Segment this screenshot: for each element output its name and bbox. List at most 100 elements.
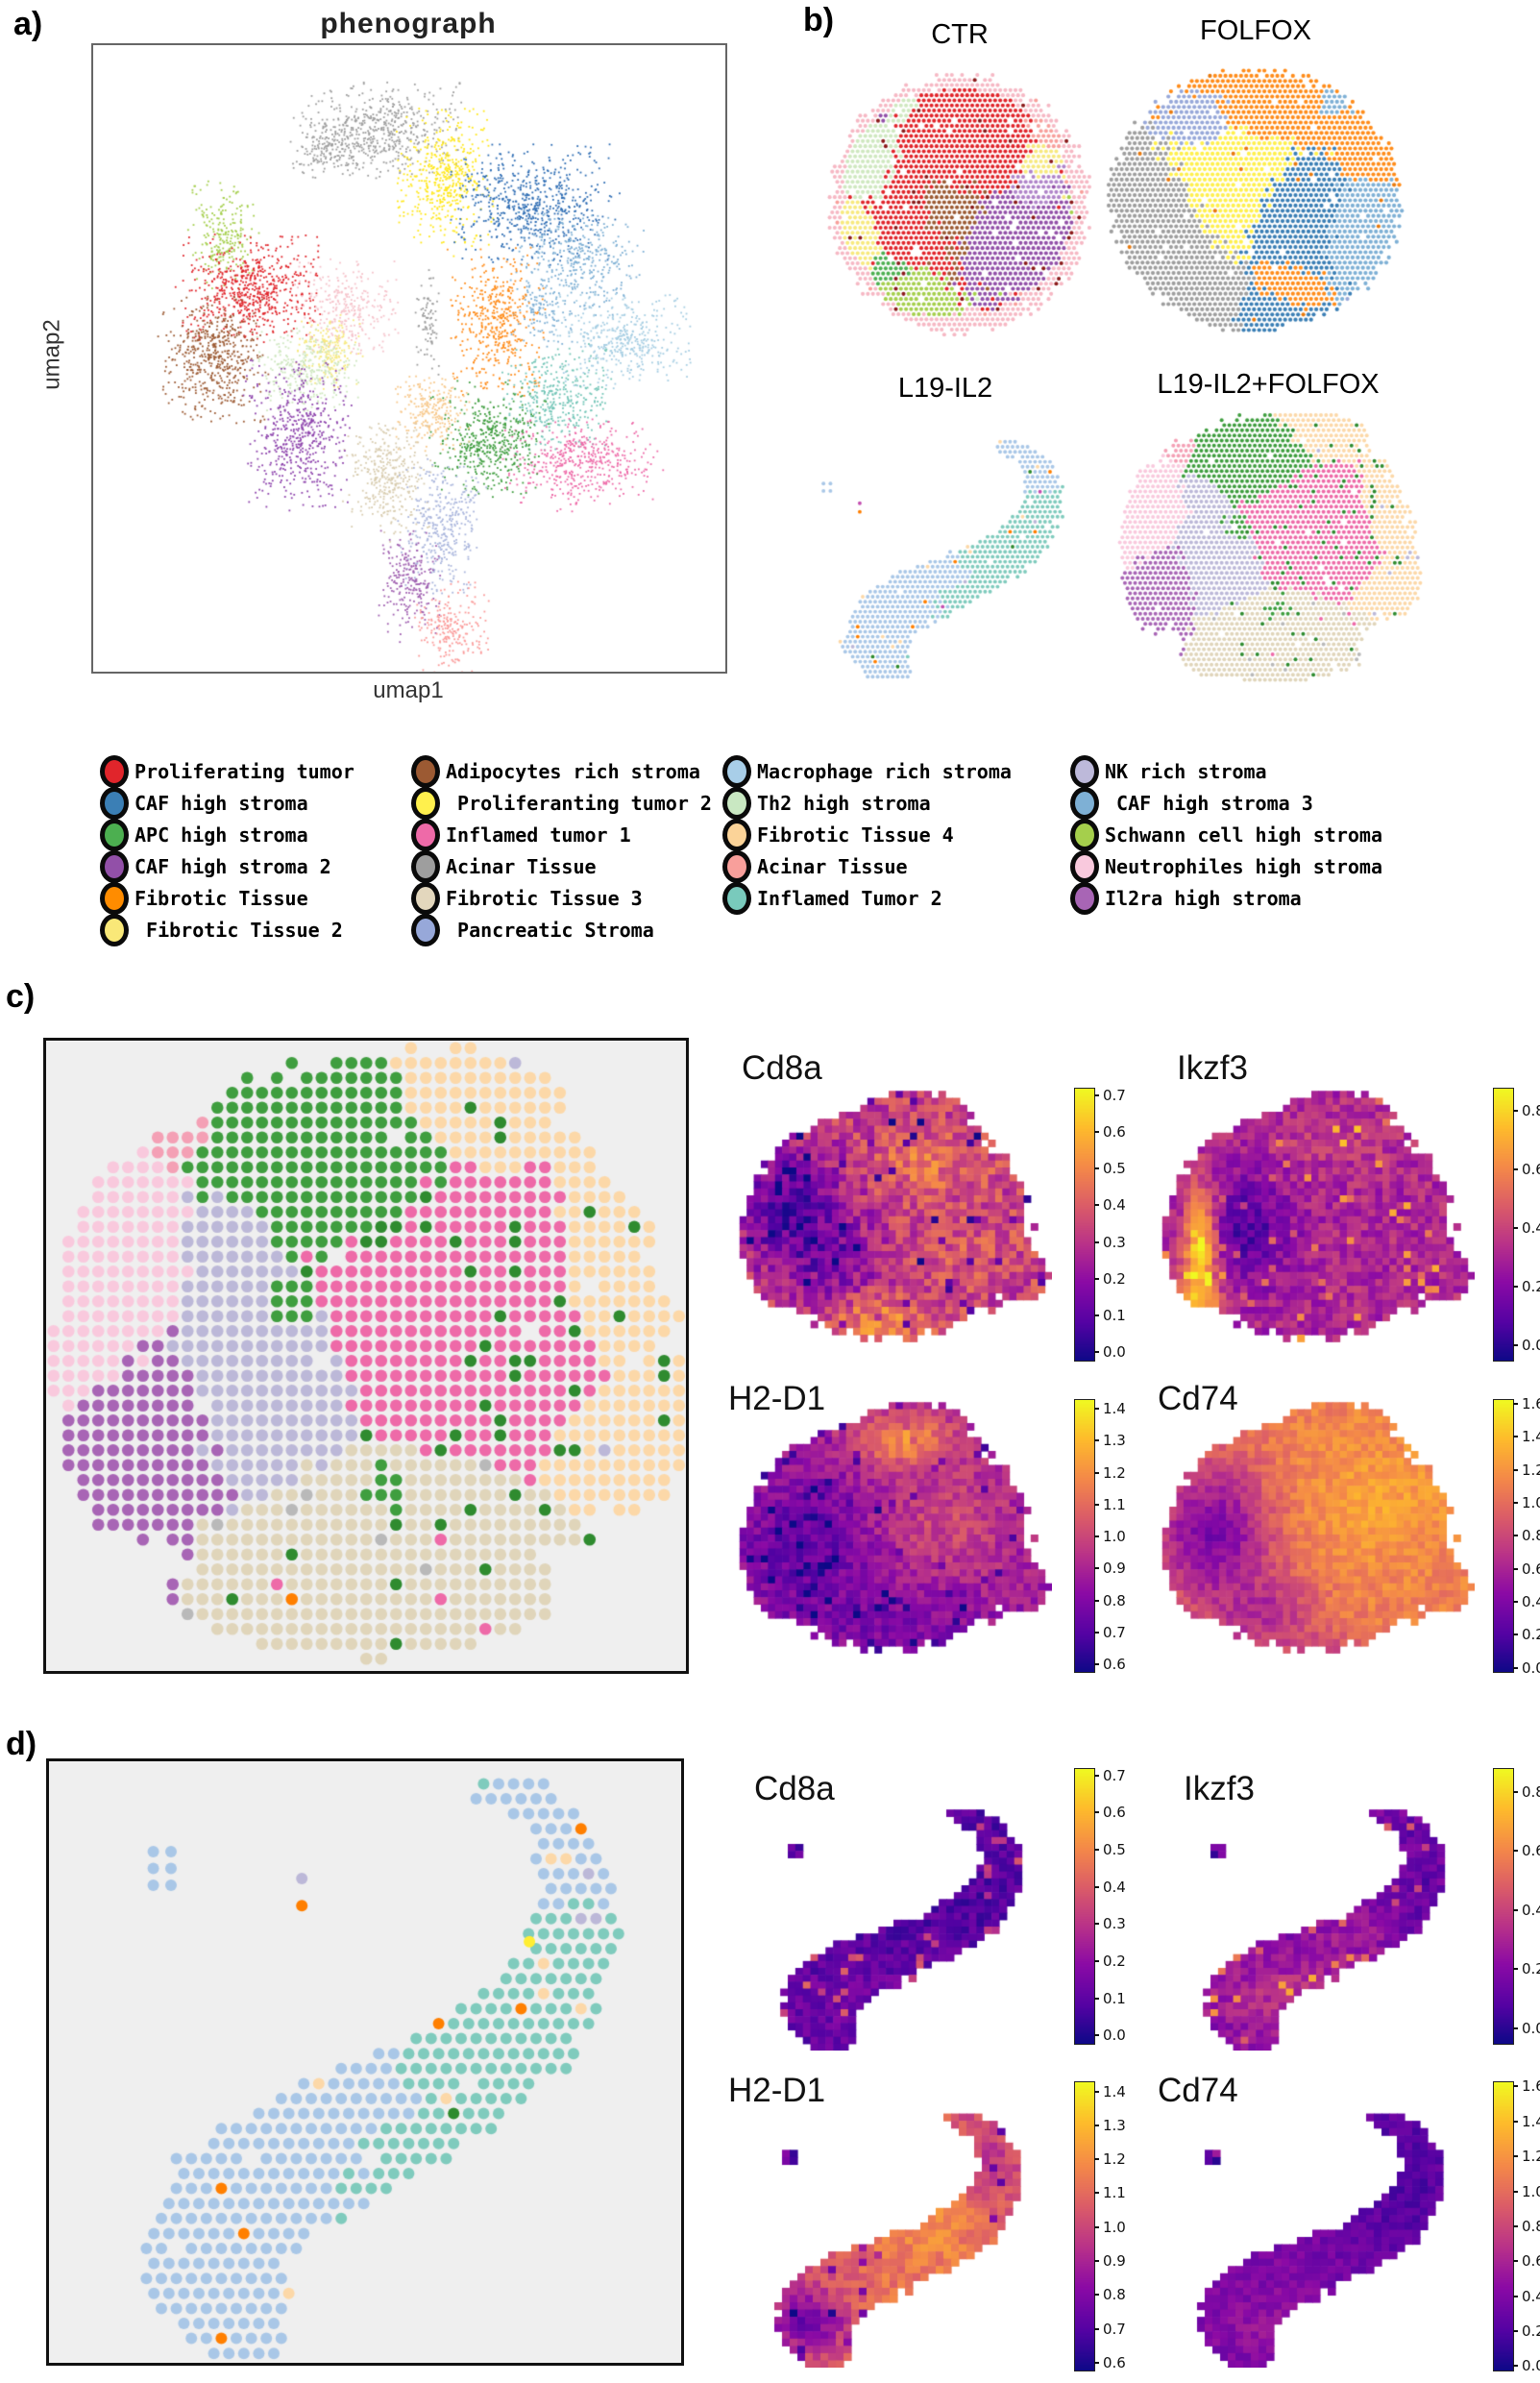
colorbar-tick [1094,1351,1099,1353]
legend-swatch [722,882,751,915]
colorbar-tick-label: 0.2 [1522,1960,1540,1978]
colorbar-gradient [1493,2081,1514,2371]
colorbar-tick [1094,1439,1099,1441]
colorbar-tick [1094,1408,1099,1410]
colorbar-tick [1513,1436,1518,1437]
umap-xlabel: umap1 [373,677,444,703]
colorbar-tick [1513,1286,1518,1288]
colorbar-tick [1513,1502,1518,1504]
umap-title: phenograph [320,8,497,39]
legend-item: Th2 high stroma [722,787,931,820]
colorbar-tick-label: 0.0 [1522,2357,1540,2374]
colorbar-tick [1094,2260,1099,2262]
colorbar-tick-label: 1.4 [1522,1428,1540,1445]
colorbar-tick [1513,1667,1518,1669]
colorbar-tick [1513,2225,1518,2227]
colorbar-tick [1094,2362,1099,2364]
colorbar-tick [1513,1403,1518,1405]
colorbar-tick [1513,2260,1518,2262]
colorbar-tick-label: 0.4 [1103,1196,1126,1214]
colorbar-gradient [1074,1088,1095,1362]
colorbar-d-cd74: 1.6 1.4 1.2 1.0 0.8 0.6 0.4 0.2 0.0 [1493,2077,1540,2374]
legend-label: Neutrophiles high stroma [1105,855,1382,878]
colorbar-tick [1094,1504,1099,1506]
colorbar-tick-label: 1.6 [1522,1395,1540,1413]
legend-item: Fibrotic Tissue [100,882,308,915]
legend-item: Proliferanting tumor 2 [411,787,712,820]
sample-title-ctr: CTR [931,19,989,50]
legend-swatch [100,850,129,883]
legend-item: CAF high stroma 2 [100,850,331,883]
legend-swatch [100,819,129,851]
colorbar-tick [1094,2034,1099,2036]
legend-swatch [722,819,751,851]
legend-label: APC high stroma [134,823,308,847]
legend-label: CAF high stroma [134,792,308,815]
colorbar-tick-label: 0.0 [1522,2020,1540,2037]
colorbar-tick-label: 0.7 [1103,1624,1126,1641]
colorbar-tick-label: 0.2 [1103,1270,1126,1288]
colorbar-tick-label: 0.6 [1103,1804,1126,1821]
legend-label: Il2ra high stroma [1105,887,1302,910]
colorbar-c-cd8a: 0.7 0.6 0.5 0.4 0.3 0.2 0.1 0.0 [1074,1087,1126,1362]
legend-label: Fibrotic Tissue 4 [757,823,954,847]
legend-item: Schwann cell high stroma [1070,819,1382,851]
colorbar-tick [1094,1811,1099,1813]
colorbar-tick [1094,1886,1099,1888]
colorbar-tick [1513,1850,1518,1852]
legend-item: CAF high stroma [100,787,308,820]
colorbar-tick [1513,2085,1518,2087]
colorbar-tick [1513,1344,1518,1346]
colorbar-tick-label: 0.6 [1103,1656,1126,1673]
heatmap-c-h2d1 [725,1395,1052,1674]
colorbar-tick-label: 0.5 [1103,1841,1126,1858]
colorbar-gradient [1074,2081,1095,2371]
panel-label-c: c) [6,978,36,1015]
colorbar-tick-label: 0.9 [1103,2252,1126,2270]
gene-title-d-cd74: Cd74 [1158,2072,1238,2109]
legend-label: Pancreatic Stroma [446,919,654,942]
colorbar-tick-label: 1.0 [1522,2183,1540,2200]
colorbar-tick-label: 0.4 [1522,1902,1540,1919]
colorbar-tick [1513,1909,1518,1911]
colorbar-tick-label: 0.8 [1522,1102,1540,1119]
colorbar-tick-label: 1.6 [1522,2077,1540,2095]
colorbar-tick-label: 0.6 [1522,2252,1540,2270]
colorbar-tick-label: 0.3 [1103,1915,1126,1932]
legend-item: Acinar Tissue [722,850,908,883]
panel-d-spatial-canvas [49,1761,681,2363]
legend-item: Il2ra high stroma [1070,882,1302,915]
umap-plot-frame [91,43,727,674]
colorbar-tick-label: 0.6 [1103,1123,1126,1141]
colorbar-gradient [1493,1399,1514,1673]
colorbar-gradient [1074,1768,1095,2045]
legend-label: Proliferating tumor [134,760,354,783]
colorbar-c-ikzf3: 0.8 0.6 0.4 0.2 0.0 [1493,1088,1540,1362]
colorbar-tick [1513,2330,1518,2332]
colorbar-tick-label: 1.4 [1103,2083,1126,2100]
umap-ylabel: umap2 [38,319,65,390]
colorbar-tick-label: 1.3 [1103,1432,1126,1449]
panel-label-a: a) [13,6,43,42]
colorbar-tick-label: 1.0 [1103,2219,1126,2236]
colorbar-tick [1513,1968,1518,1970]
colorbar-tick [1513,2191,1518,2193]
colorbar-tick [1094,1998,1099,2000]
legend-label: NK rich stroma [1105,760,1267,783]
colorbar-tick [1513,1601,1518,1603]
umap-canvas [93,45,725,672]
colorbar-tick-label: 0.2 [1522,1278,1540,1295]
legend-label: Inflamed Tumor 2 [757,887,942,910]
legend-swatch [100,787,129,820]
colorbar-tick [1513,1110,1518,1112]
colorbar-tick [1513,2155,1518,2157]
legend-label: Macrophage rich stroma [757,760,1012,783]
colorbar-tick-label: 1.2 [1103,2150,1126,2168]
colorbar-tick-label: 0.2 [1103,1953,1126,1970]
colorbar-tick [1094,1535,1099,1537]
colorbar-tick [1094,1472,1099,1474]
panel-c-spatial-canvas [46,1041,686,1671]
colorbar-tick [1094,1278,1099,1280]
sample-title-folfox: FOLFOX [1199,15,1311,46]
legend-label: Inflamed tumor 1 [446,823,631,847]
